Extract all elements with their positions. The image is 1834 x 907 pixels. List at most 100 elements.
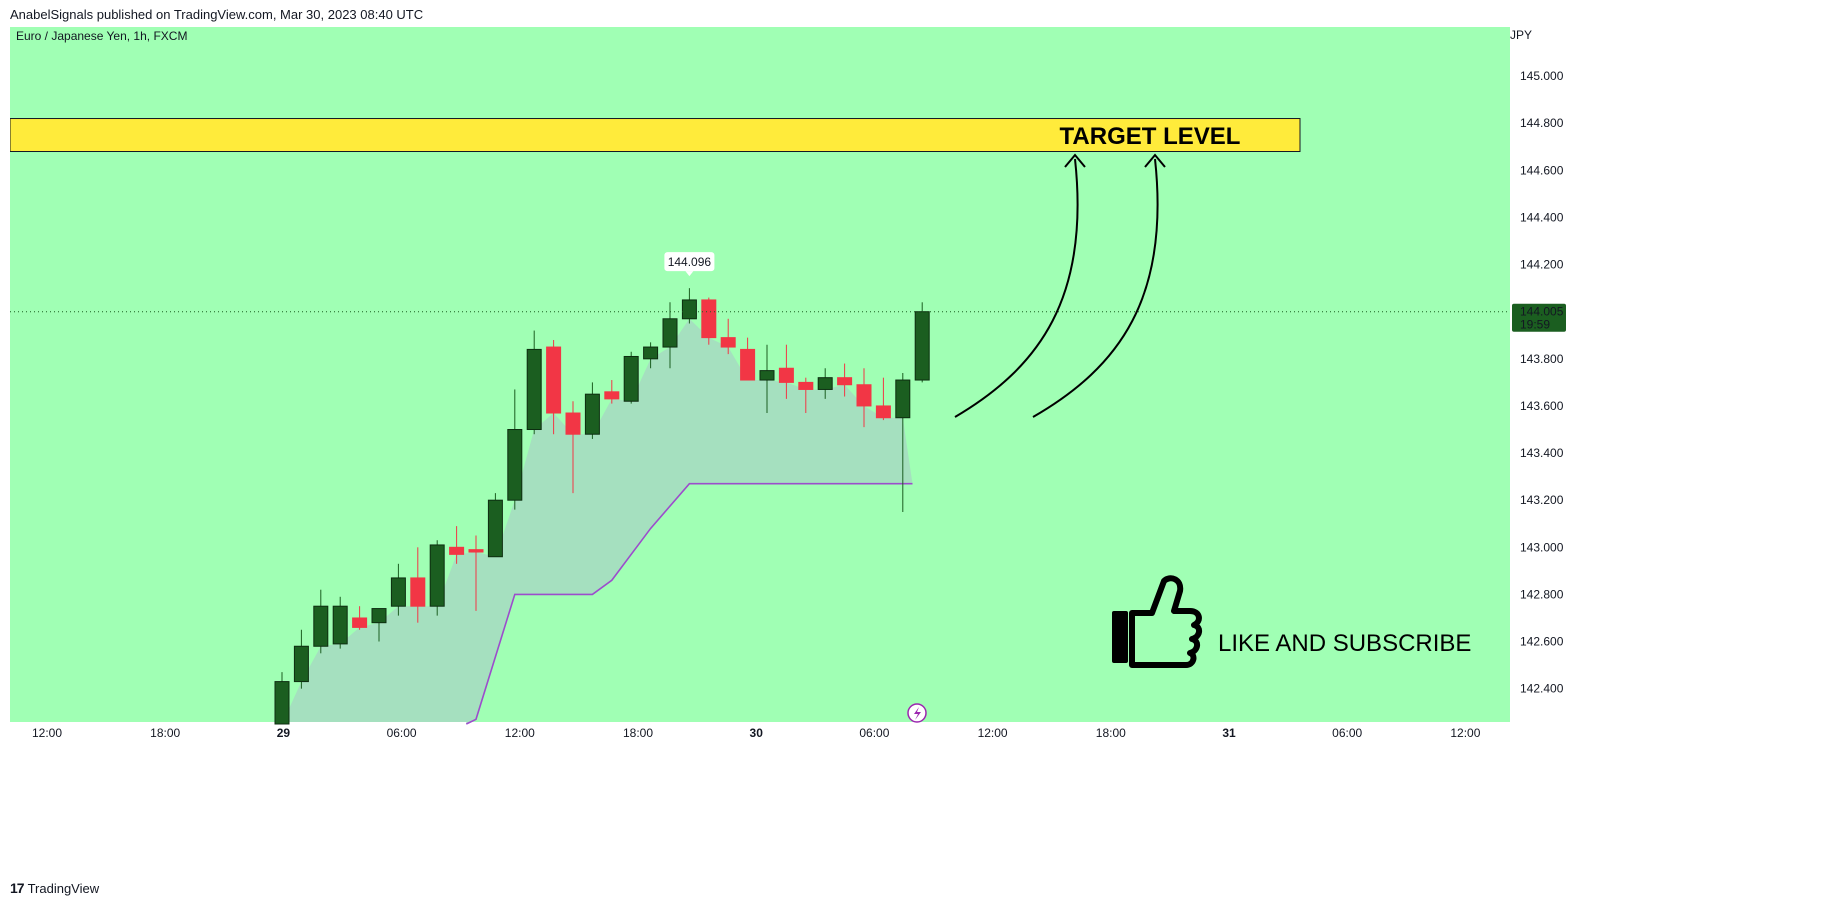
- candle-body: [681, 299, 697, 320]
- target-label: TARGET LEVEL: [1060, 123, 1241, 150]
- candle: [352, 606, 368, 630]
- candle-body: [895, 379, 911, 419]
- candle: [681, 288, 697, 324]
- price-tick-label: 143.800: [1520, 352, 1564, 366]
- candle-body: [584, 393, 600, 435]
- time-axis[interactable]: 12:00 18:00 29 06:00 12:00 18:00 30 06:00 12:00 1…: [32, 726, 1481, 740]
- tradingview-logo[interactable]: 17 TradingView: [10, 880, 99, 896]
- candle-body: [798, 381, 814, 390]
- trail-band-fill: [282, 318, 913, 724]
- high-marker-pointer: [685, 271, 694, 277]
- candle: [856, 368, 872, 428]
- candle: [837, 363, 853, 397]
- candle-body: [293, 645, 309, 683]
- trail-band-line: [465, 482, 913, 725]
- tradingview-mark-icon: 17: [10, 880, 25, 896]
- candle-body: [740, 348, 756, 381]
- candle-body: [759, 370, 775, 381]
- time-tick-label: 31: [1222, 726, 1236, 740]
- price-tag-time: 19:59: [1520, 318, 1550, 332]
- candle: [623, 351, 639, 404]
- thumb-hand: [1129, 575, 1202, 668]
- time-axis-background[interactable]: [10, 722, 1824, 872]
- candle: [526, 330, 542, 435]
- candle: [778, 344, 794, 399]
- candle: [565, 401, 581, 494]
- candle: [449, 526, 465, 564]
- candle: [740, 337, 756, 381]
- time-tick-label: 06:00: [1332, 726, 1362, 740]
- time-tick-label: 12:00: [505, 726, 535, 740]
- trail-band: [282, 318, 913, 725]
- high-marker-label: 144.096: [668, 255, 712, 269]
- candle-body: [410, 577, 426, 607]
- candle: [410, 547, 426, 623]
- candle-body: [875, 405, 891, 419]
- candle: [817, 368, 833, 399]
- tradingview-brand: TradingView: [27, 880, 100, 896]
- lightning-bolt: [914, 707, 921, 720]
- price-tag-box: [1512, 303, 1566, 332]
- symbol-label: Euro / Japanese Yen, 1h, FXCM: [16, 29, 187, 43]
- price-tick-label: 144.800: [1520, 116, 1564, 130]
- candle: [371, 608, 387, 642]
- candle-body: [390, 577, 406, 607]
- candle-body: [701, 299, 717, 339]
- candle-body: [720, 337, 736, 348]
- candle-body: [914, 311, 930, 381]
- target-band: [10, 118, 1301, 153]
- time-tick-label: 18:00: [150, 726, 180, 740]
- candle: [662, 302, 678, 369]
- price-tick-label: 142.400: [1520, 682, 1564, 696]
- candle: [584, 382, 600, 439]
- publish-info: AnabelSignals published on TradingView.c…: [10, 7, 424, 22]
- price-tick-label: 143.200: [1520, 493, 1564, 507]
- chart-svg[interactable]: Euro / Japanese Yen, 1h, FXCM JPY 145.00…: [10, 27, 1824, 872]
- candle-body: [817, 377, 833, 390]
- arrow-2-head: [1144, 153, 1166, 168]
- candle-body: [604, 391, 620, 400]
- arrow-2: [1032, 158, 1159, 418]
- candle: [429, 540, 445, 616]
- candle-body: [643, 346, 659, 360]
- annotations: 144.096 TARGET LEVEL LIKE AND SUBSCRIBE: [664, 123, 1471, 723]
- price-tick-label: 143.000: [1520, 540, 1564, 554]
- candle-body: [487, 499, 503, 558]
- target-band-rect: [10, 118, 1301, 153]
- price-tick-label: 144.400: [1520, 210, 1564, 224]
- candle-body: [313, 605, 329, 647]
- time-tick-label: 12:00: [32, 726, 62, 740]
- time-tick-label: 06:00: [387, 726, 417, 740]
- price-tick-label: 145.000: [1520, 69, 1564, 83]
- candle: [798, 377, 814, 414]
- currency-label: JPY: [1510, 28, 1532, 42]
- candle: [507, 389, 523, 510]
- price-tick-label: 143.600: [1520, 399, 1564, 413]
- candle: [546, 339, 562, 435]
- candle: [274, 672, 290, 725]
- candle: [487, 493, 503, 558]
- price-axis[interactable]: 145.000 144.800 144.600 144.400 144.200 144.0…: [1512, 69, 1566, 696]
- candle-body: [856, 384, 872, 407]
- candle-body: [546, 346, 562, 414]
- subscribe-label: LIKE AND SUBSCRIBE: [1218, 630, 1471, 657]
- candle: [643, 342, 659, 369]
- candle-body: [623, 355, 639, 402]
- price-tick-label: 144.200: [1520, 258, 1564, 272]
- time-tick-label: 12:00: [1450, 726, 1480, 740]
- candle-body: [371, 608, 387, 624]
- time-tick-label: 06:00: [859, 726, 889, 740]
- arrow-1-head: [1064, 153, 1086, 168]
- thumb-cuff: [1112, 611, 1128, 663]
- thumbs-up-icon: [1112, 575, 1202, 668]
- chart-area[interactable]: Euro / Japanese Yen, 1h, FXCM JPY 145.00…: [10, 27, 1824, 872]
- price-tick-label: 143.400: [1520, 446, 1564, 460]
- time-tick-label: 18:00: [1096, 726, 1126, 740]
- price-tick-label: 144.600: [1520, 163, 1564, 177]
- candle-body: [468, 549, 484, 553]
- candle-body: [429, 544, 445, 607]
- price-tick-label: 142.800: [1520, 587, 1564, 601]
- candle: [895, 372, 911, 512]
- candle-body: [352, 617, 368, 628]
- candle-body: [662, 318, 678, 348]
